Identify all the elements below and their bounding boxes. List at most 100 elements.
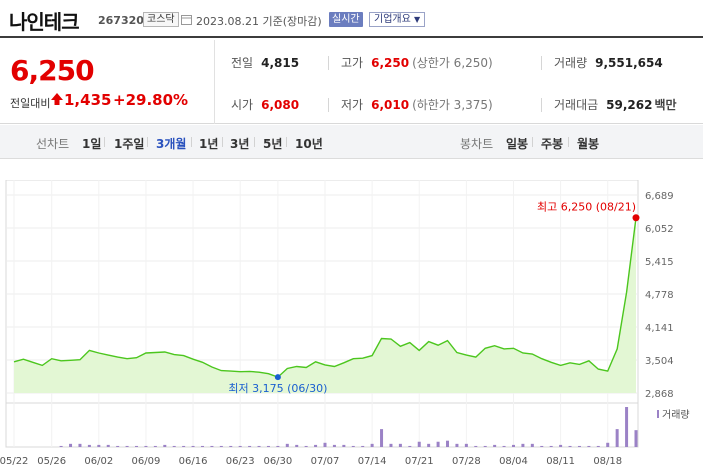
- x-tick-label: 08/04: [499, 456, 528, 467]
- x-tick-label: 07/14: [358, 456, 387, 467]
- volume-bar: [153, 445, 157, 447]
- stock-header: 나인테크 267320 코스닥 2023.08.21 기준(장마감) 실시간 기…: [0, 0, 703, 38]
- y-tick-label: 5,415: [645, 257, 674, 268]
- stat-open-label: 시가: [231, 98, 254, 112]
- tab-weekly-candle[interactable]: 주봉: [541, 137, 564, 151]
- x-tick-label: 06/09: [132, 456, 161, 467]
- tab-10year[interactable]: 10년: [295, 137, 323, 151]
- volume-bar: [276, 445, 280, 447]
- volume-bar: [436, 441, 440, 447]
- stat-high-label: 고가: [341, 56, 364, 70]
- volume-bar: [483, 445, 487, 447]
- volume-bar: [248, 445, 252, 447]
- volume-bar: [559, 444, 563, 447]
- volume-bar: [200, 445, 204, 447]
- volume-bar: [540, 445, 544, 447]
- y-tick-label: 2,868: [645, 389, 674, 400]
- volume-bar: [370, 443, 374, 447]
- current-price: 6,250: [10, 54, 95, 87]
- volume-bar: [351, 445, 355, 447]
- min-marker: [274, 374, 281, 381]
- stat-open: 시가 6,080: [231, 96, 299, 113]
- tab-separator: [147, 137, 148, 147]
- tab-separator: [286, 137, 287, 147]
- y-tick-label: 4,778: [645, 290, 674, 301]
- tab-1year[interactable]: 1년: [199, 137, 219, 151]
- calendar-icon: [181, 15, 192, 25]
- volume-bar: [182, 445, 186, 447]
- volume-bar: [625, 407, 629, 447]
- tab-3year[interactable]: 3년: [230, 137, 250, 151]
- stat-volume-value: 9,551,654: [595, 56, 663, 70]
- realtime-button[interactable]: 실시간: [329, 12, 363, 27]
- x-tick-label: 07/28: [452, 456, 481, 467]
- stock-name: 나인테크: [9, 10, 80, 34]
- volume-bar: [266, 445, 270, 447]
- x-tick-label: 06/30: [263, 456, 292, 467]
- divider: [328, 56, 329, 70]
- y-tick-label: 6,052: [645, 224, 674, 235]
- stat-prev-label: 전일: [231, 56, 254, 70]
- volume-legend-swatch: [657, 410, 659, 418]
- x-tick-label: 08/18: [593, 456, 622, 467]
- volume-bar: [474, 445, 478, 447]
- price-area: [14, 217, 636, 393]
- volume-bar: [530, 443, 534, 447]
- date-text: 2023.08.21 기준(장마감): [196, 15, 322, 28]
- stat-prev-value: 4,815: [261, 56, 300, 70]
- stat-high-value: 6,250: [371, 56, 410, 70]
- volume-bar: [144, 445, 148, 447]
- stat-volume-label: 거래량: [554, 56, 588, 70]
- company-info-button[interactable]: 기업개요 ▼: [369, 12, 426, 27]
- up-arrow-icon: [51, 93, 63, 105]
- volume-bar: [408, 445, 412, 447]
- volume-bar: [163, 444, 167, 447]
- x-tick-label: 08/11: [546, 456, 575, 467]
- volume-bar: [427, 443, 431, 447]
- volume-bar: [210, 445, 214, 447]
- volume-bar: [314, 444, 318, 447]
- volume-bar: [446, 440, 450, 447]
- price-line: [13, 217, 637, 378]
- y-tick-label: 6,689: [645, 191, 674, 202]
- volume-bar: [455, 443, 459, 447]
- x-tick-label: 05/22: [0, 456, 28, 467]
- tab-monthly-candle[interactable]: 월봉: [577, 137, 600, 151]
- x-tick-label: 06/02: [84, 456, 113, 467]
- volume-bar: [596, 445, 600, 447]
- x-tick-label: 07/07: [311, 456, 340, 467]
- tab-1day[interactable]: 1일: [82, 137, 102, 151]
- company-info-label: 기업개요: [374, 14, 411, 25]
- volume-bar: [606, 442, 610, 447]
- volume-bar: [295, 444, 299, 447]
- volume-bar: [511, 444, 515, 447]
- y-tick-label: 4,141: [645, 323, 674, 334]
- chart-tabbar: 선차트 1일 1주일 3개월 1년 3년 5년 10년 봉차트 일봉 주봉 월봉: [0, 125, 703, 159]
- tab-5year[interactable]: 5년: [263, 137, 283, 151]
- volume-bar: [69, 443, 73, 447]
- y-tick-label: 3,504: [645, 356, 674, 367]
- volume-bar: [59, 445, 63, 447]
- volume-bar: [97, 444, 101, 447]
- tab-1week[interactable]: 1주일: [114, 137, 145, 151]
- candle-chart-label: 봉차트: [460, 137, 494, 151]
- volume-bar: [285, 443, 289, 447]
- diff-amount: 1,435: [64, 91, 112, 109]
- line-chart-label: 선차트: [36, 137, 70, 151]
- tab-3month[interactable]: 3개월: [156, 137, 187, 151]
- volume-bar: [634, 430, 638, 447]
- stat-amount: 거래대금 59,262 백만: [554, 96, 677, 113]
- volume-bar: [464, 443, 468, 447]
- volume-bar: [87, 444, 91, 447]
- price-chart-svg: 6,689 6,052 5,415 4,778 4,141 3,504 2,868 05/22…: [0, 179, 690, 467]
- tab-separator: [532, 137, 533, 147]
- tab-daily-candle[interactable]: 일봉: [506, 137, 529, 151]
- volume-bar: [389, 443, 393, 447]
- volume-bar: [361, 445, 365, 447]
- volume-bar: [493, 444, 497, 447]
- stat-low: 저가 6,010 (하한가 3,375): [341, 96, 493, 113]
- diff-label: 전일대비: [10, 97, 51, 110]
- divider: [541, 56, 542, 70]
- volume-bar: [219, 445, 223, 447]
- volume-bar: [332, 444, 336, 447]
